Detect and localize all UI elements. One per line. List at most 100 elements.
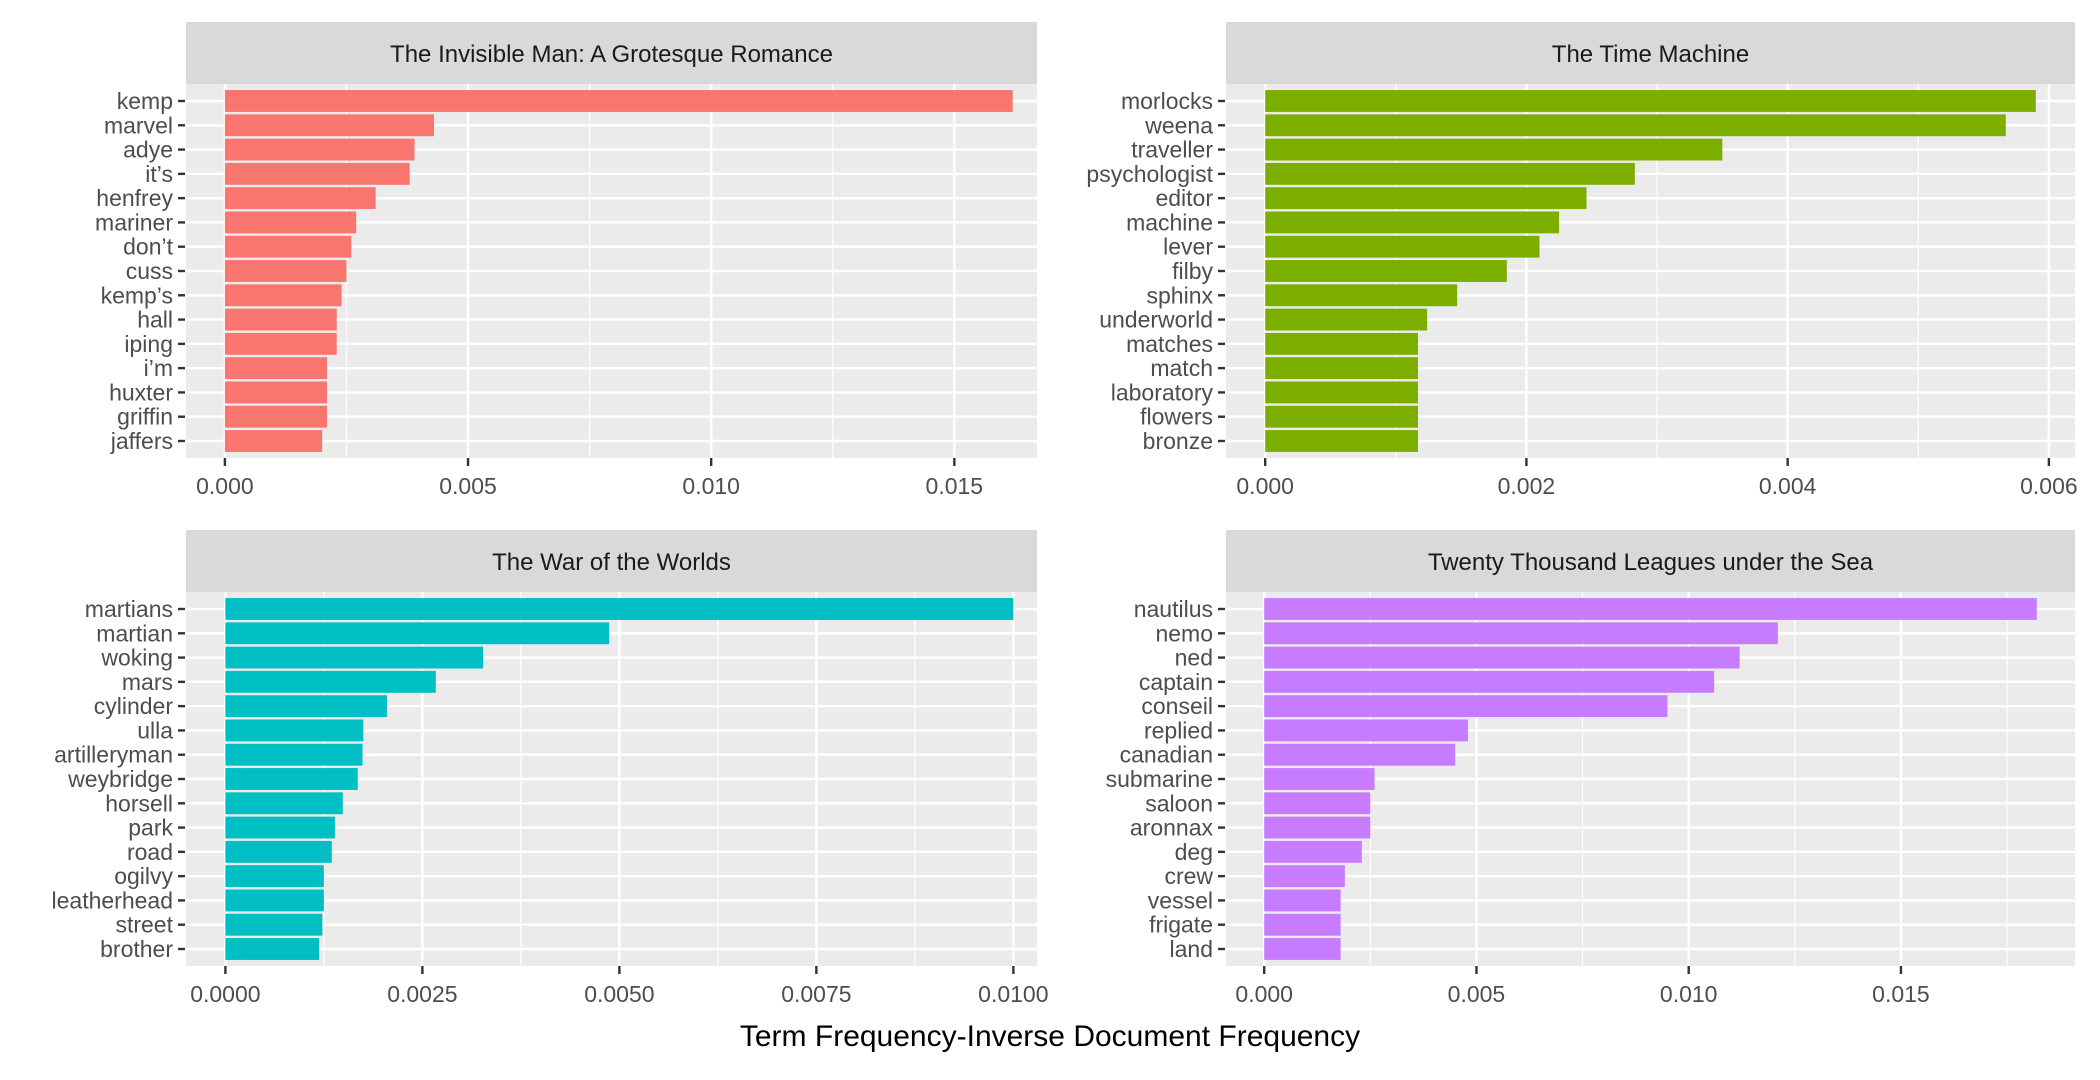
y-tick-label: underworld bbox=[1099, 307, 1213, 333]
y-tick-label: editor bbox=[1155, 185, 1213, 211]
bar-kemp bbox=[224, 90, 1013, 112]
bar-psychologist bbox=[1265, 162, 1635, 185]
bar-nemo bbox=[1264, 622, 1778, 645]
bar-ogilvy bbox=[225, 865, 324, 888]
y-tick-label: woking bbox=[100, 645, 173, 671]
facet-title: The Invisible Man: A Grotesque Romance bbox=[390, 41, 833, 68]
bar-land bbox=[1264, 938, 1341, 960]
y-tick-label: griffin bbox=[117, 404, 173, 430]
bar-deg bbox=[1264, 840, 1362, 863]
y-tick-label: park bbox=[128, 815, 173, 841]
bar-vessel bbox=[1264, 889, 1341, 912]
y-tick-label: machine bbox=[1126, 209, 1213, 235]
y-tick-label: jaffers bbox=[110, 428, 173, 454]
facet-panel-2: The Time Machine morlocksweenatravellerps… bbox=[1086, 22, 2078, 499]
y-tick-label: kemp’s bbox=[101, 282, 173, 308]
x-tick-label: 0.005 bbox=[439, 473, 497, 499]
y-tick-label: street bbox=[115, 912, 173, 938]
bar-iping bbox=[224, 332, 337, 355]
x-tick-label: 0.0050 bbox=[584, 981, 654, 1007]
x-tick-label: 0.004 bbox=[1759, 473, 1817, 499]
bar-aronnax bbox=[1264, 816, 1371, 839]
y-tick-label: filby bbox=[1172, 258, 1213, 284]
facet-panel-3: The War of the Worlds martiansmartianwoki… bbox=[52, 530, 1049, 1007]
bar-street bbox=[225, 913, 323, 936]
x-tick-label: 0.010 bbox=[1660, 981, 1718, 1007]
bar-machine bbox=[1265, 211, 1560, 234]
y-tick-label: martian bbox=[96, 620, 173, 646]
bar-henfrey bbox=[224, 187, 376, 210]
bar-kemps bbox=[224, 284, 342, 307]
y-tick-label: crew bbox=[1164, 863, 1213, 889]
facet-strip bbox=[186, 530, 1037, 592]
x-tick-label: 0.006 bbox=[2020, 473, 2078, 499]
bar-lever bbox=[1265, 235, 1540, 258]
y-tick-label: bronze bbox=[1143, 428, 1213, 454]
bar-marvel bbox=[224, 114, 435, 137]
y-tick-label: leatherhead bbox=[52, 887, 174, 913]
y-tick-label: deg bbox=[1175, 839, 1213, 865]
x-tick-label: 0.002 bbox=[1498, 473, 1556, 499]
bar-leatherhead bbox=[225, 889, 324, 912]
x-tick-label: 0.0075 bbox=[781, 981, 851, 1007]
y-tick-label: mars bbox=[122, 669, 173, 695]
y-tick-label: frigate bbox=[1149, 912, 1213, 938]
bar-griffin bbox=[224, 405, 328, 428]
bar-matches bbox=[1265, 332, 1419, 355]
y-tick-label: saloon bbox=[1145, 790, 1213, 816]
bar-im bbox=[224, 357, 328, 380]
bar-ulla bbox=[225, 719, 364, 742]
bar-crew bbox=[1264, 865, 1345, 888]
x-tick-label: 0.0025 bbox=[387, 981, 457, 1007]
bar-editor bbox=[1265, 187, 1587, 210]
y-tick-label: ned bbox=[1175, 645, 1213, 671]
y-tick-label: sphinx bbox=[1147, 282, 1214, 308]
bar-horsell bbox=[225, 792, 343, 815]
y-tick-label: submarine bbox=[1106, 766, 1213, 792]
x-axis-title: Term Frequency-Inverse Document Frequenc… bbox=[739, 1020, 1361, 1053]
y-tick-label: land bbox=[1170, 936, 1213, 962]
bar-hall bbox=[224, 308, 337, 331]
y-tick-label: replied bbox=[1144, 717, 1213, 743]
facet-strip bbox=[186, 22, 1037, 84]
y-tick-label: ulla bbox=[137, 717, 173, 743]
bar-weybridge bbox=[225, 768, 358, 790]
facet-strip bbox=[1226, 530, 2075, 592]
bar-weena bbox=[1265, 114, 2006, 137]
y-tick-label: iping bbox=[124, 331, 173, 357]
y-tick-label: martians bbox=[85, 596, 173, 622]
y-tick-label: psychologist bbox=[1086, 161, 1213, 187]
y-tick-label: horsell bbox=[105, 790, 173, 816]
bar-sphinx bbox=[1265, 284, 1458, 307]
bar-captain bbox=[1264, 670, 1715, 693]
y-tick-label: cuss bbox=[126, 258, 173, 284]
bar-bronze bbox=[1265, 430, 1419, 452]
y-tick-label: traveller bbox=[1131, 137, 1213, 163]
y-tick-label: henfrey bbox=[96, 185, 173, 211]
x-tick-label: 0.000 bbox=[196, 473, 254, 499]
bar-brother bbox=[225, 938, 320, 960]
bar-mariner bbox=[224, 211, 357, 234]
y-tick-label: weybridge bbox=[67, 766, 173, 792]
bar-underworld bbox=[1265, 308, 1428, 331]
facet-panel-1: The Invisible Man: A Grotesque Romance ke… bbox=[95, 22, 1037, 499]
bar-match bbox=[1265, 357, 1419, 380]
y-tick-label: huxter bbox=[109, 379, 173, 405]
y-tick-label: marvel bbox=[104, 112, 173, 138]
facet-strip bbox=[1226, 22, 2075, 84]
bar-martian bbox=[225, 622, 610, 645]
y-tick-label: aronnax bbox=[1130, 815, 1214, 841]
y-tick-label: nemo bbox=[1155, 620, 1213, 646]
y-tick-label: hall bbox=[137, 307, 173, 333]
facet-title: The Time Machine bbox=[1552, 41, 1749, 68]
bar-huxter bbox=[224, 381, 328, 404]
y-tick-label: nautilus bbox=[1134, 596, 1213, 622]
x-tick-label: 0.005 bbox=[1448, 981, 1506, 1007]
bar-submarine bbox=[1264, 768, 1375, 790]
bar-filby bbox=[1265, 260, 1507, 282]
y-tick-label: kemp bbox=[117, 88, 173, 114]
facet-title: The War of the Worlds bbox=[492, 549, 731, 576]
y-tick-label: weena bbox=[1144, 112, 1213, 138]
bar-saloon bbox=[1264, 792, 1371, 815]
y-tick-label: flowers bbox=[1140, 404, 1213, 430]
